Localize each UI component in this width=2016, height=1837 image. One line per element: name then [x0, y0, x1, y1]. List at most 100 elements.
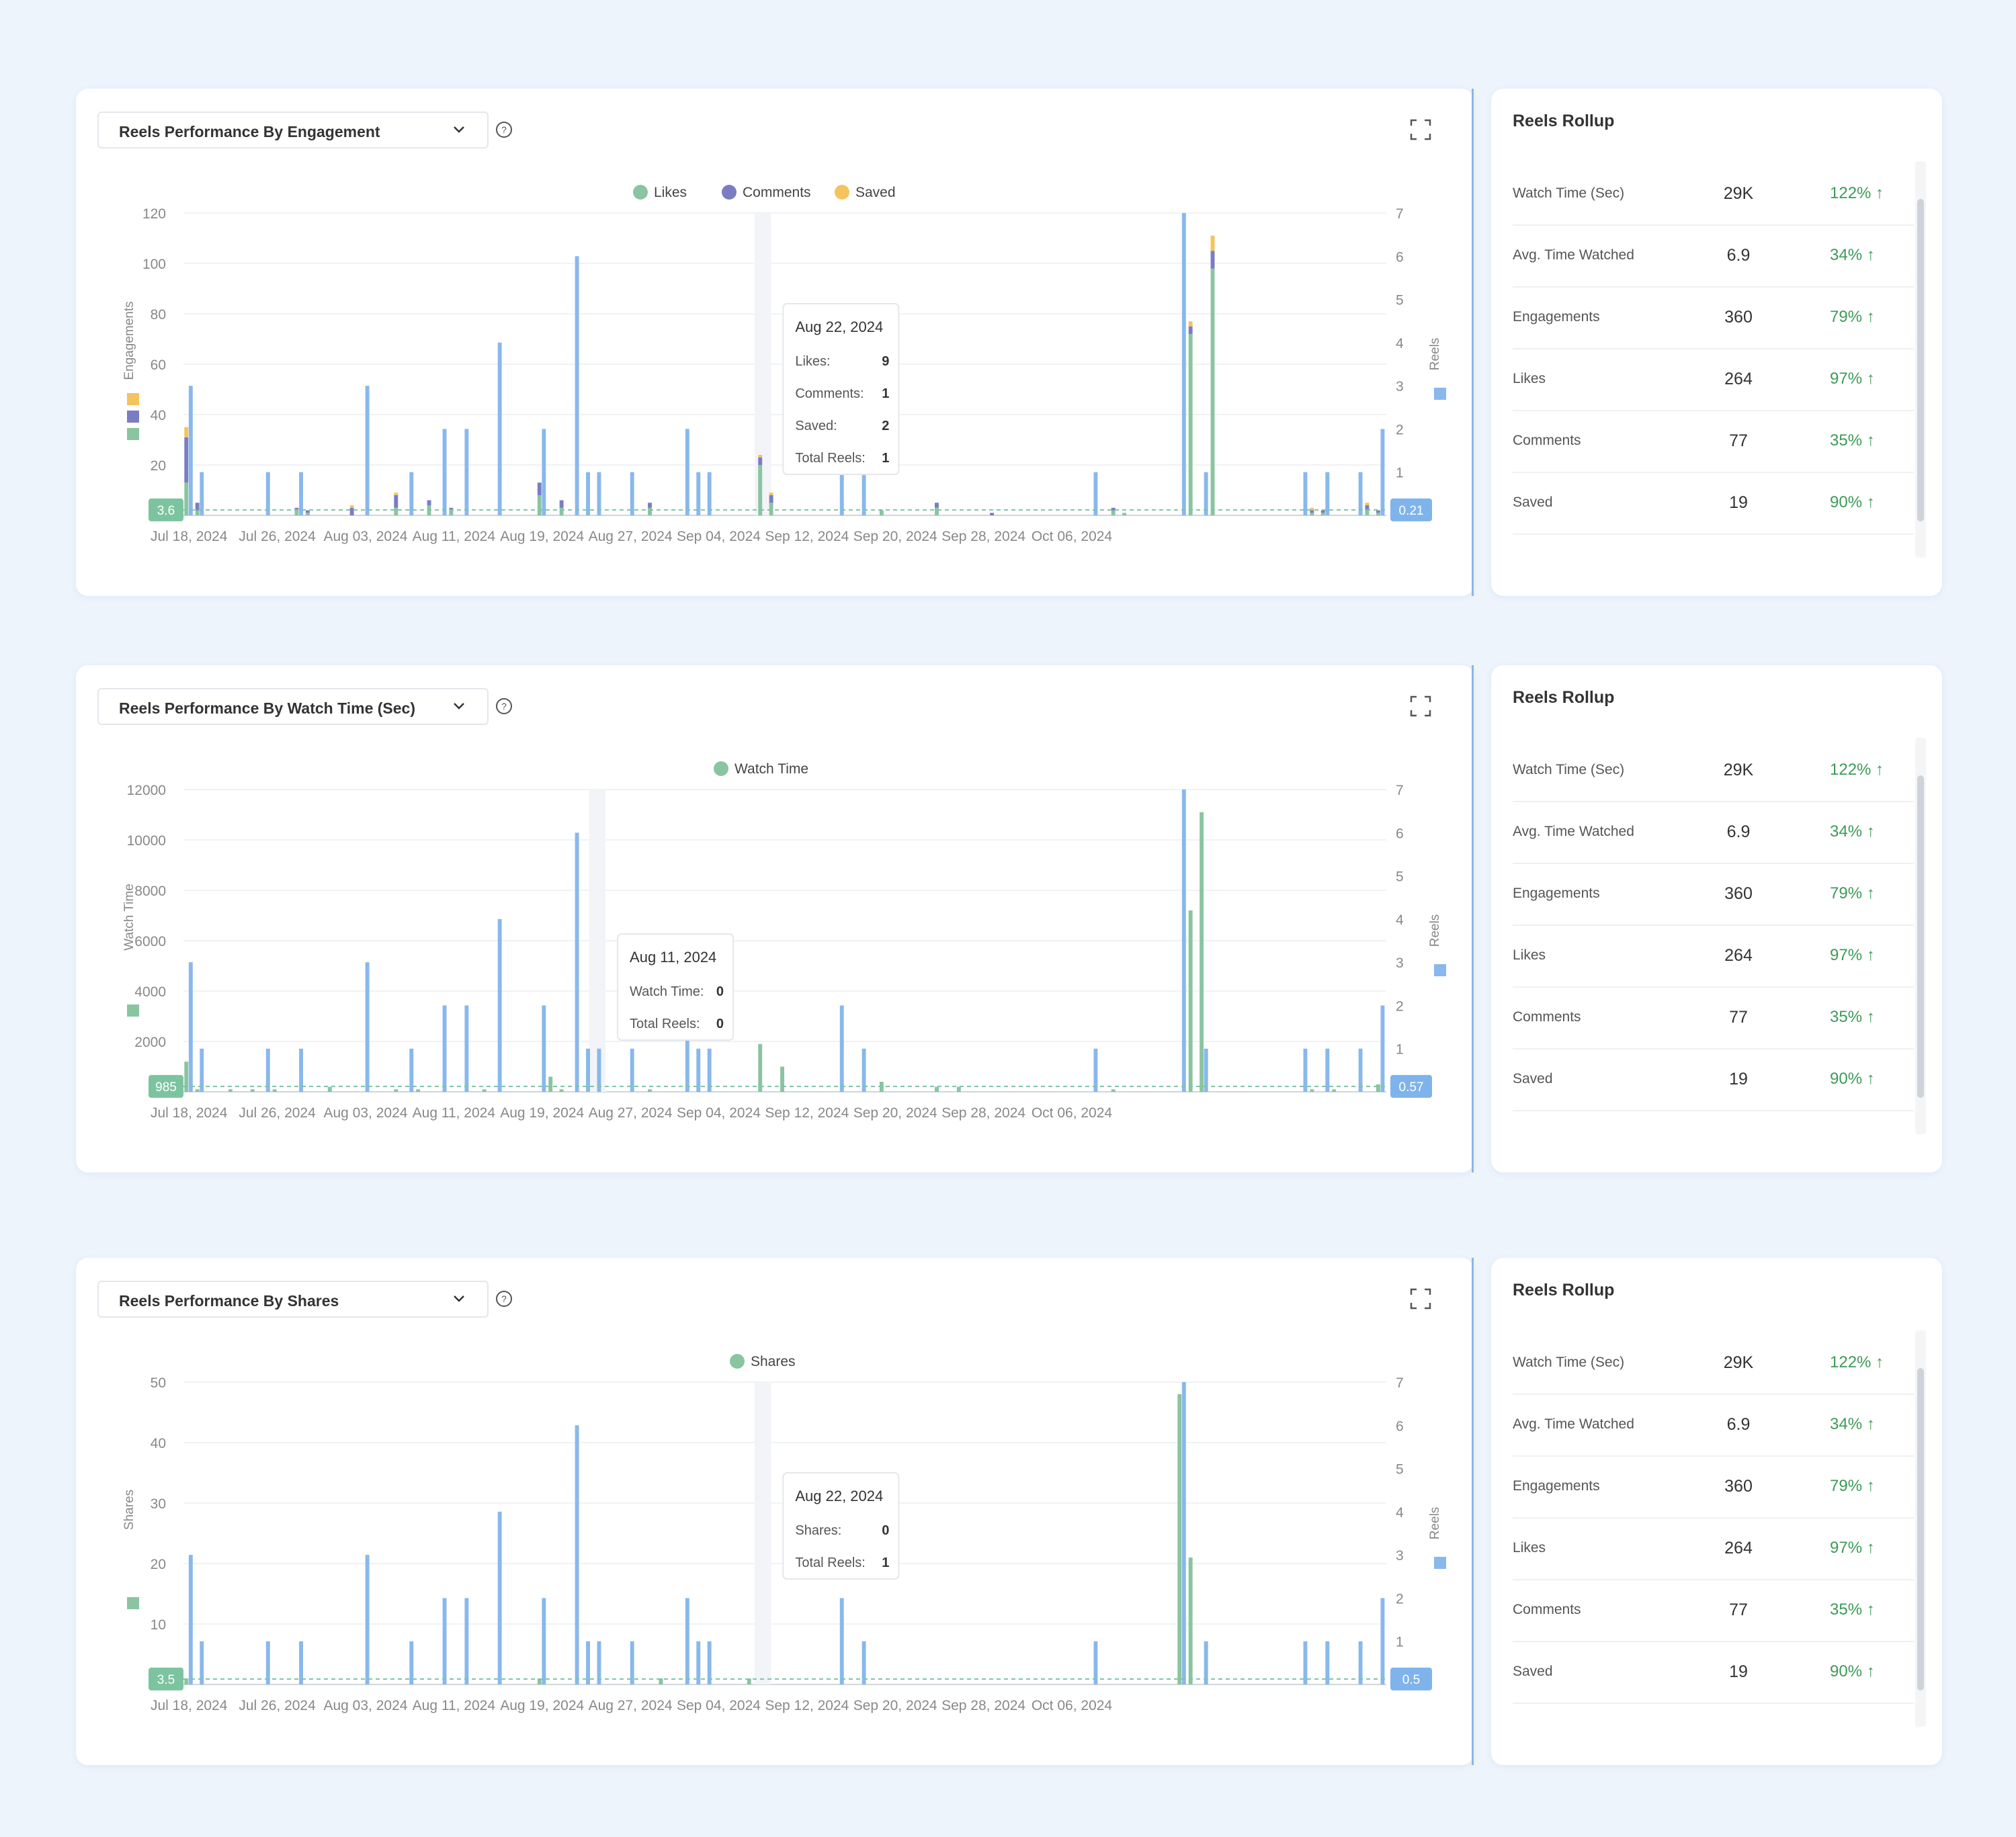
scrollbar-thumb[interactable]	[1917, 1368, 1924, 1691]
chart-type-dropdown[interactable]: Reels Performance By Watch Time (Sec)	[97, 688, 489, 725]
rollup-label: Comments	[1513, 433, 1581, 448]
reels-bar	[1204, 1641, 1208, 1684]
help-icon[interactable]: ?	[495, 121, 513, 138]
reels-bar	[1380, 429, 1385, 515]
bar	[1111, 507, 1116, 511]
bar	[879, 510, 884, 515]
bar	[1122, 513, 1127, 515]
reels-bar	[464, 1005, 469, 1092]
scrollbar-thumb[interactable]	[1917, 199, 1924, 521]
reels-bar	[630, 1048, 634, 1092]
bar	[394, 495, 398, 508]
bar	[1365, 510, 1370, 515]
bar	[659, 1678, 663, 1684]
rollup-value: 6.9	[1726, 822, 1751, 841]
bar	[195, 1089, 200, 1092]
chart-type-dropdown[interactable]: Reels Performance By Engagement	[97, 112, 489, 148]
reels-bar	[597, 1641, 601, 1684]
bar	[184, 427, 189, 437]
bar	[1177, 1394, 1182, 1684]
avg-label-right: 0.57	[1399, 1080, 1424, 1095]
rollup-label: Watch Time (Sec)	[1513, 1355, 1625, 1370]
dropdown-label: Reels Performance By Engagement	[119, 123, 380, 140]
bar	[935, 503, 939, 508]
rollup-change: 90% ↑	[1830, 1070, 1875, 1088]
reels-rollup-card: Reels Rollup Watch Time (Sec) 29K 122% ↑ Av…	[1491, 665, 1942, 1172]
reels-bar	[1358, 472, 1363, 515]
y-tick-label: 6000	[134, 934, 166, 949]
legend-label: Likes	[654, 185, 687, 200]
avg-label-right: 0.5	[1402, 1673, 1420, 1687]
avg-badge-left	[149, 498, 183, 521]
expand-icon[interactable]	[1409, 1287, 1433, 1311]
bar	[305, 510, 310, 513]
reels-bar	[586, 1641, 590, 1684]
bar	[327, 1086, 332, 1092]
y2-tick-label: 4	[1396, 336, 1404, 351]
legend-marker	[714, 761, 728, 776]
bar	[1332, 1089, 1337, 1092]
y2-tick-label: 5	[1396, 293, 1404, 308]
bar	[349, 505, 354, 508]
bar	[758, 1043, 763, 1092]
expand-icon[interactable]	[1409, 694, 1433, 718]
expand-icon[interactable]	[1409, 118, 1433, 142]
y2-tick-label: 6	[1396, 826, 1404, 841]
rollup-change: 79% ↑	[1830, 1477, 1875, 1495]
chart-type-dropdown[interactable]: Reels Performance By Shares	[97, 1281, 489, 1318]
reels-bar	[1303, 1048, 1308, 1092]
svg-text:?: ?	[501, 1293, 507, 1304]
reels-bar	[365, 962, 370, 1092]
tooltip-value: 1	[882, 1555, 889, 1570]
bar	[482, 1089, 487, 1092]
rollup-scrollbar[interactable]	[1915, 738, 1926, 1134]
x-tick-label: Jul 26, 2024	[239, 529, 316, 544]
rollup-value: 6.9	[1726, 1415, 1751, 1434]
tooltip-value: 1	[882, 386, 889, 401]
chevron-down-icon	[454, 126, 464, 133]
reels-bar	[575, 1425, 579, 1684]
reels-bar	[265, 472, 270, 515]
rollup-change: 97% ↑	[1830, 1539, 1875, 1557]
y-axis-swatch	[127, 411, 139, 423]
rollup-scrollbar[interactable]	[1915, 1330, 1926, 1727]
rollup-value: 29K	[1723, 1353, 1754, 1372]
help-icon[interactable]: ?	[495, 1290, 513, 1308]
x-tick-label: Jul 26, 2024	[239, 1105, 316, 1121]
bar	[935, 1086, 939, 1092]
bar	[294, 510, 299, 515]
help-icon[interactable]: ?	[495, 697, 513, 715]
scrollbar-thumb[interactable]	[1917, 775, 1924, 1098]
bar	[559, 1089, 564, 1092]
rollup-change: 122% ↑	[1830, 761, 1884, 779]
rollup-scrollbar[interactable]	[1915, 161, 1926, 558]
bar	[1376, 510, 1380, 513]
tooltip-label: Total Reels:	[795, 1555, 866, 1570]
reels-bar	[1325, 1641, 1330, 1684]
rollup-change: 97% ↑	[1830, 946, 1875, 964]
bar	[184, 482, 189, 515]
reels-bar	[409, 1048, 414, 1092]
reels-rollup-card: Reels Rollup Watch Time (Sec) 29K 122% ↑ Av…	[1491, 89, 1942, 596]
rollup-row: Comments 77 35% ↑	[1513, 988, 1914, 1050]
bar	[935, 507, 939, 515]
tooltip-box	[617, 933, 734, 1041]
rollup-label: Engagements	[1513, 886, 1600, 901]
rollup-value: 360	[1724, 1477, 1753, 1496]
reels-bar	[442, 429, 447, 515]
reels-bar	[1181, 789, 1186, 1092]
bar	[648, 503, 652, 508]
rollup-label: Likes	[1513, 947, 1546, 963]
shares-panel: Reels Performance By Shares ? 0 10 20 30 40 5…	[76, 1258, 1942, 1765]
svg-text:?: ?	[501, 124, 507, 135]
rollup-row: Engagements 360 79% ↑	[1513, 864, 1914, 926]
bar	[1188, 334, 1193, 515]
bar	[648, 1089, 652, 1092]
rollup-title: Reels Rollup	[1513, 1281, 1615, 1299]
tooltip-box	[782, 303, 900, 475]
x-tick-label: Sep 20, 2024	[853, 1105, 937, 1121]
rollup-row: Comments 77 35% ↑	[1513, 411, 1914, 473]
reels-bar	[299, 472, 304, 515]
y-tick-label: 100	[142, 257, 166, 272]
reels-bar	[1325, 472, 1330, 515]
